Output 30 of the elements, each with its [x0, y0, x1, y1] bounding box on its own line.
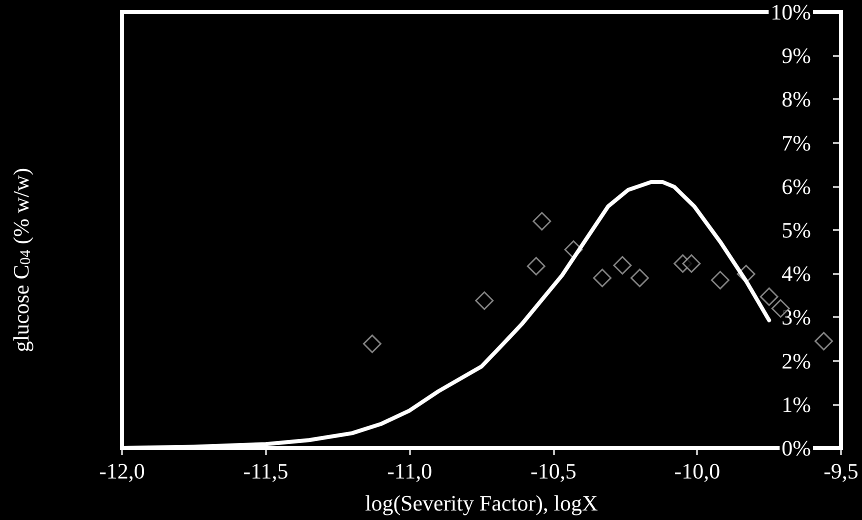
point [682, 254, 701, 273]
x-axis-title: log(Severity Factor), logX [365, 490, 598, 516]
y-tick-label: 2% [782, 348, 811, 374]
point [526, 256, 546, 276]
x-tick-label: -10,5 [530, 458, 576, 484]
y-tick-label: 10% [770, 0, 811, 24]
y-tick-label: 1% [782, 392, 811, 417]
y-axis-title: glucose C04 (% w/w) [8, 168, 34, 352]
point [814, 332, 833, 350]
y-tick-label: 6% [782, 174, 811, 199]
point [760, 287, 778, 306]
y-tick-label: 3% [782, 304, 811, 330]
y-tick-label: 7% [782, 130, 811, 156]
point [532, 212, 552, 231]
x-tick-label: -11,0 [387, 458, 432, 484]
point [613, 256, 632, 275]
x-tick-label: -11,5 [243, 458, 288, 484]
point [710, 270, 730, 290]
point [475, 291, 494, 310]
y-tick-label: 5% [782, 218, 811, 242]
point [362, 334, 382, 354]
y-tick-label: 0% [782, 436, 811, 460]
x-tick-label: -10,0 [674, 458, 720, 484]
point [630, 268, 649, 288]
y-tick-label: 4% [782, 261, 811, 286]
point [593, 268, 612, 288]
x-tick-label: -12,0 [99, 458, 145, 484]
x-tick-label: -9,5 [824, 458, 858, 484]
y-tick-label: 8% [782, 86, 811, 112]
y-tick-label: 9% [782, 43, 811, 68]
